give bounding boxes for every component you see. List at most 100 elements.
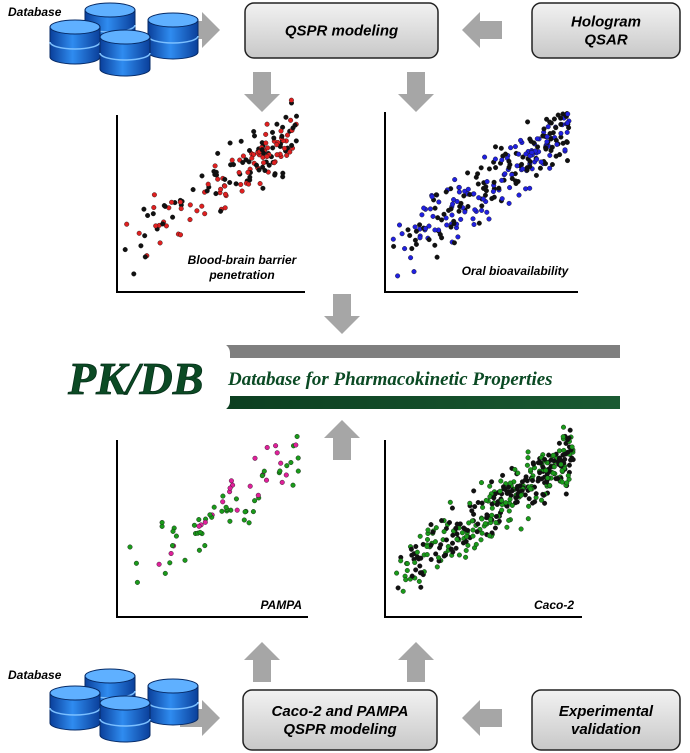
scatter-dot [177,232,183,238]
scatter-dot [453,525,459,531]
cylinder-body [99,702,151,743]
scatter-dot [142,254,148,260]
scatter-dot [439,518,445,524]
scatter-dot [467,500,473,506]
scatter-dot [479,480,485,486]
scatter-dot [435,215,441,221]
scatter-dot [448,546,454,552]
scatter-dot [222,183,228,189]
logo: PK/DB [67,353,203,404]
scatter-dot [283,472,289,478]
box-label: Hologram [571,14,641,31]
scatter-dot [497,488,503,494]
scatter-dot [133,560,139,566]
scatter-dot [519,161,525,167]
scatter-dot [251,133,257,139]
scatter-dot [480,196,486,202]
scatter-dot [569,455,575,461]
scatter-dot [464,533,470,539]
scatter-dot [187,217,193,223]
scatter-dot [489,479,495,485]
scatter-dot [436,555,442,561]
arrow [324,420,360,460]
scatter-dot [207,512,213,518]
scatter-dot [447,499,453,505]
scatter-dot [394,570,400,576]
scatter-dot [560,434,566,440]
database-cylinder [147,12,199,60]
scatter-dot [278,128,284,134]
scatter-dot [502,486,508,492]
scatter-dot [408,546,414,552]
scatter-dot [479,207,485,213]
scatter-dot [436,199,442,205]
scatter-dot [288,97,294,103]
cylinder-top [99,29,151,45]
database-cylinder [99,695,151,743]
scatter-dot [199,173,205,179]
scatter-dot [529,149,535,155]
cylinder-top [84,668,136,684]
scatter-dot [509,502,515,508]
arrow [462,12,502,48]
scatter-dot [551,116,557,122]
scatter-dot [558,130,564,136]
scatter-dot [441,529,447,535]
scatter-dot [567,427,573,433]
scatter-dot [483,184,489,190]
scatter-dot [432,242,438,248]
scatter-dot [228,478,234,484]
scatter-dot [482,192,488,198]
scatter-dot [493,514,499,520]
scatter-dot [538,159,544,165]
scatter-dot [428,522,434,528]
scatter-dot [255,492,261,498]
banner: PK/DB Database for Pharmacokinetic Prope… [60,343,620,411]
scatter-dot [197,529,203,535]
scatter-dot [451,197,457,203]
scatter-dot [479,530,485,536]
scatter-dot [531,140,537,146]
scatter-dot [277,468,283,474]
scatter-dot [264,477,270,483]
scatter-dot [554,141,560,147]
cylinder-top [147,678,199,694]
box-label: Caco-2 and PAMPA [272,703,409,720]
scatter-dot [417,570,423,576]
scatter-dot [479,500,485,506]
scatter-dot [515,470,521,476]
scatter-dot [509,488,515,494]
scatter-dot [530,478,536,484]
scatter-dot [456,184,462,190]
scatter-dot [270,129,276,135]
scatter-dot [514,163,520,169]
scatter-dot [242,509,248,515]
scatter-dot [145,212,151,218]
scatter-dot [433,192,439,198]
scatter-dot [274,450,280,456]
scatter-dot [456,552,462,558]
scatter-dot [569,444,575,450]
plot-axes [116,440,308,618]
scatter-dot [403,577,409,583]
scatter-dot [424,552,430,558]
scatter-dot [535,460,541,466]
scatter-dot [196,517,202,523]
scatter-dot [448,224,454,230]
scatter-dot [247,177,253,183]
scatter-dot [447,520,453,526]
scatter-dot [566,125,572,131]
scatter-dot [503,151,509,157]
scatter-dot [483,497,489,503]
scatter-dot [509,176,515,182]
scatter-dot [293,138,299,144]
scatter-dot [451,240,457,246]
scatter-dot [471,221,477,227]
scatter-dot [287,149,293,155]
scatter-dot [526,496,532,502]
scatter-dot [138,243,144,249]
scatter-dot [475,171,481,177]
box-frame [244,2,439,59]
